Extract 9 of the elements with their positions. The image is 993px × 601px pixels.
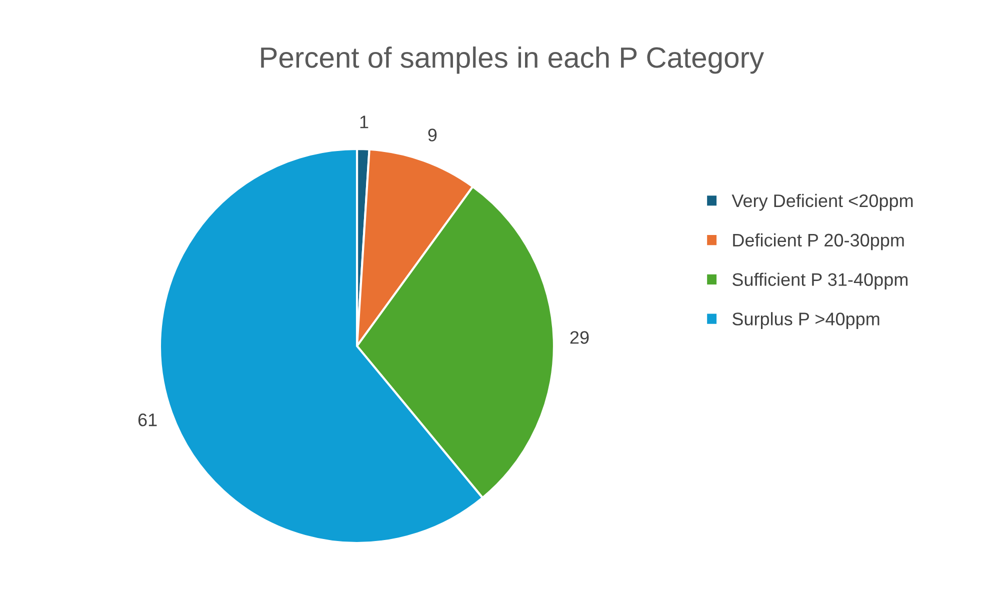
data-label: 9 [428, 128, 437, 142]
legend-label: Surplus P >40ppm [732, 312, 880, 329]
legend-label: Very Deficient <20ppm [732, 194, 913, 211]
legend-label: Deficient P 20-30ppm [733, 233, 904, 250]
data-label: 29 [570, 331, 589, 344]
data-label: 61 [138, 413, 157, 426]
chart-title: Percent of samples in each P Category [261, 46, 764, 74]
legend-label: Sufficient P 31-40ppm [732, 272, 908, 290]
data-label: 1 [360, 116, 368, 128]
